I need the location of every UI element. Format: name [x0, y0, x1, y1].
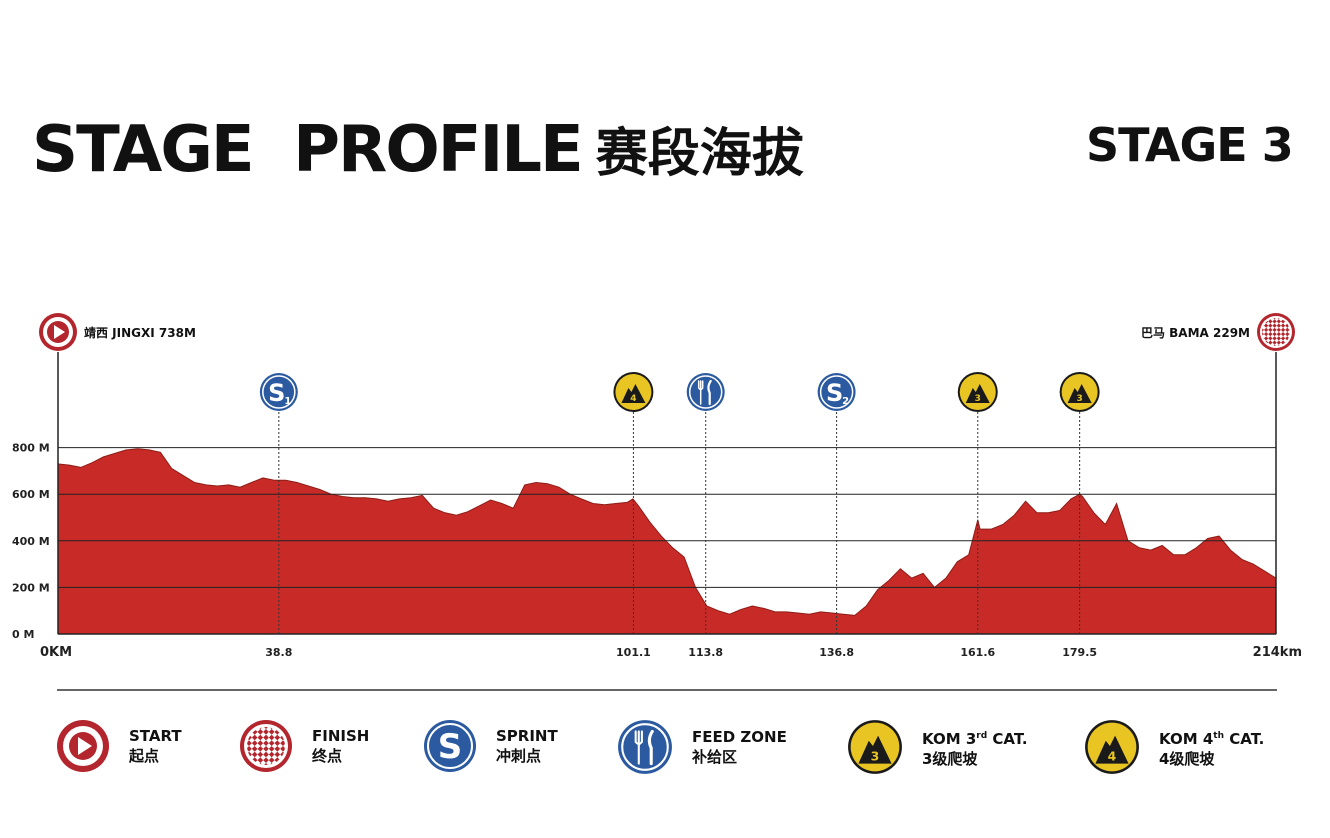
legend-kom3-label: KOM 3rd CAT. [922, 729, 1028, 748]
sprint-icon: S [424, 720, 476, 772]
start-label: 靖西 JINGXI 738M [84, 325, 196, 340]
kom-marker-1: 4 [613, 372, 654, 412]
x-tick-label-2: 101.1 [616, 646, 651, 659]
elevation-area [57, 448, 1277, 635]
kom-marker-5: 3 [1059, 372, 1100, 412]
sprint-number: 2 [842, 396, 849, 407]
kom-number: 4 [630, 394, 636, 404]
fork-knife-icon [686, 373, 725, 411]
sprint-marker-3: S2 [817, 373, 856, 411]
mountain-icon: 3 [848, 720, 902, 774]
feed-marker-2 [686, 373, 725, 411]
x-tick-label-5: 161.6 [960, 646, 995, 659]
legend-sprint-label-zh: 冲刺点 [496, 747, 542, 765]
legend-feed: FEED ZONE 补给区 [616, 718, 787, 776]
x-tick-label-1: 38.8 [265, 646, 292, 659]
y-tick-label-0: 0 M [12, 628, 34, 641]
fork-knife-icon [618, 720, 672, 774]
legend-start-label: START [129, 727, 182, 745]
sprint-icon [817, 373, 856, 411]
legend-kom4: 4 KOM 4th CAT. 4级爬坡 [1083, 718, 1264, 776]
legend-finish-label: FINISH [312, 727, 370, 745]
page-title: STAGE PROFILE 赛段海拔 [32, 118, 804, 182]
legend-start-label-zh: 起点 [129, 747, 160, 765]
kom-number: 3 [1077, 394, 1083, 404]
sprint-letter: S [826, 379, 843, 407]
title-zh: 赛段海拔 [595, 124, 804, 184]
sprint-number: 1 [284, 396, 291, 407]
start-icon [57, 720, 109, 772]
legend-feed-label-zh: 补给区 [692, 748, 738, 766]
sprint-letter: S [268, 379, 285, 407]
x-tick-label-4: 136.8 [819, 646, 854, 659]
legend-start: START 起点 [55, 718, 182, 774]
legend-feed-label: FEED ZONE [692, 728, 787, 746]
sprint-marker-0: S1 [259, 373, 298, 411]
kom-number: 3 [975, 394, 981, 404]
legend-kom4-label-zh: 4级爬坡 [1159, 749, 1215, 768]
legend-kom3: 3 KOM 3rd CAT. 3级爬坡 [846, 718, 1028, 776]
svg-text:S: S [438, 727, 463, 767]
legend-kom4-label: KOM 4th CAT. [1159, 729, 1265, 748]
legend-finish: FINISH 终点 [238, 718, 369, 774]
legend-sprint-label: SPRINT [496, 727, 558, 745]
x-tick-label-6: 179.5 [1062, 646, 1097, 659]
title-en: STAGE PROFILE [32, 113, 584, 187]
stage-label: STAGE 3 [1086, 118, 1294, 172]
y-tick-label-600: 600 M [12, 488, 50, 501]
legend-kom3-label-zh: 3级爬坡 [922, 749, 978, 768]
kom4-legend-number: 4 [1108, 748, 1117, 763]
x-tick-label-0: 0KM [40, 645, 72, 660]
legend-finish-label-zh: 终点 [312, 747, 343, 765]
mountain-icon: 4 [1085, 720, 1139, 774]
x-tick-label-3: 113.8 [688, 646, 723, 659]
elevation-chart: 0 M 200 M 400 M 600 M 800 M 0KM 38.8 101.1 113.8… [12, 312, 1302, 691]
legend-sprint: S SPRINT 冲刺点 [422, 718, 558, 774]
y-tick-label-200: 200 M [12, 581, 50, 594]
y-tick-label-400: 400 M [12, 535, 50, 548]
sprint-icon [259, 373, 298, 411]
finish-label: 巴马 BAMA 229M [1141, 326, 1250, 340]
kom-marker-4: 3 [957, 372, 998, 412]
x-tick-label-7: 214km [1253, 645, 1302, 660]
y-tick-label-800: 800 M [12, 442, 50, 455]
checkered-flag-icon [239, 719, 293, 773]
kom3-legend-number: 3 [871, 748, 880, 763]
